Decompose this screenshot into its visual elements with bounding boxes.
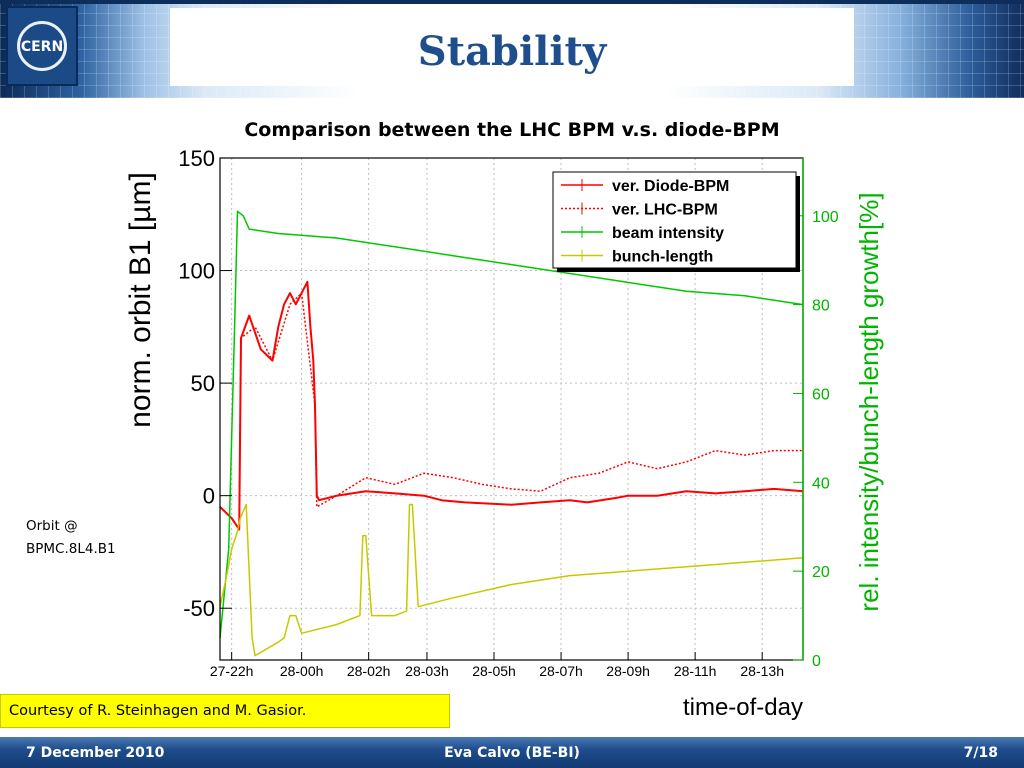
y2-tick-label: 0	[812, 653, 821, 670]
y2-tick-label: 20	[812, 564, 830, 581]
series-lhc-bpm	[219, 292, 803, 531]
y-tick-label: 50	[191, 371, 215, 396]
courtesy-box: Courtesy of R. Steinhagen and M. Gasior.	[0, 694, 450, 728]
x-tick-label: 28-11h	[674, 663, 717, 679]
footer-date: 7 December 2010	[26, 745, 165, 761]
x-axis-label: time-of-day	[683, 694, 803, 721]
cern-logo-text: CERN	[20, 39, 64, 55]
series-beam-intensity	[219, 210, 804, 638]
legend-entry-label: bunch-length	[612, 249, 713, 266]
x-tick-label: 28-03h	[405, 663, 449, 679]
y2-axis-label: rel. intensity/bunch-length growth[%]	[854, 192, 884, 611]
x-tick-label: 28-05h	[472, 663, 516, 679]
header-banner: CERN Stability	[0, 0, 1024, 98]
x-tick-label: 28-13h	[740, 663, 784, 679]
y-tick-label: 150	[178, 146, 215, 171]
courtesy-text: Courtesy of R. Steinhagen and M. Gasior.	[9, 703, 307, 719]
side-note: Orbit @ BPMC.8L4.B1	[26, 515, 146, 561]
footer-bar: 7 December 2010 Eva Calvo (BE-BI) 7/18	[0, 737, 1024, 768]
y-tick-label: 0	[203, 484, 215, 509]
title-box: Stability	[170, 8, 854, 86]
slide-title: Stability	[417, 28, 607, 75]
legend-entry-label: ver. Diode-BPM	[612, 178, 729, 195]
series-bunch-length	[219, 503, 804, 657]
x-tick-label: 28-09h	[606, 663, 650, 679]
header-top-bar	[0, 0, 1024, 4]
y-axis-label: norm. orbit B1 [µm]	[124, 172, 157, 428]
x-tick-label: 28-02h	[347, 663, 391, 679]
legend-box	[552, 171, 797, 269]
footer-page-number: 7/18	[963, 745, 998, 761]
cern-logo: CERN	[6, 6, 78, 86]
y-tick-label: 100	[178, 259, 215, 284]
x-tick-label: 28-07h	[539, 663, 583, 679]
orbit-stability-chart: -50 0 50 100 150 0 20 40 60 80 100 27-22h 28-00h 28-0…	[124, 146, 884, 721]
y2-tick-label: 60	[812, 386, 830, 403]
series-diode-bpm	[219, 280, 804, 531]
y2-tick-label: 80	[812, 298, 830, 315]
x-tick-label: 28-00h	[280, 663, 324, 679]
legend-entry-label: ver. LHC-BPM	[612, 202, 718, 219]
y2-tick-label: 100	[812, 209, 839, 226]
x-tick-label: 27-22h	[210, 663, 254, 679]
footer-author: Eva Calvo (BE-BI)	[444, 745, 580, 761]
chart-subtitle: Comparison between the LHC BPM v.s. diod…	[244, 119, 780, 141]
side-note-line2: BPMC.8L4.B1	[26, 541, 116, 557]
legend-entry-label: beam intensity	[612, 225, 724, 242]
y2-tick-label: 40	[812, 475, 830, 492]
side-note-line1: Orbit @	[26, 518, 78, 534]
cern-logo-ring-icon	[17, 21, 67, 71]
y-tick-label: -50	[183, 596, 215, 621]
